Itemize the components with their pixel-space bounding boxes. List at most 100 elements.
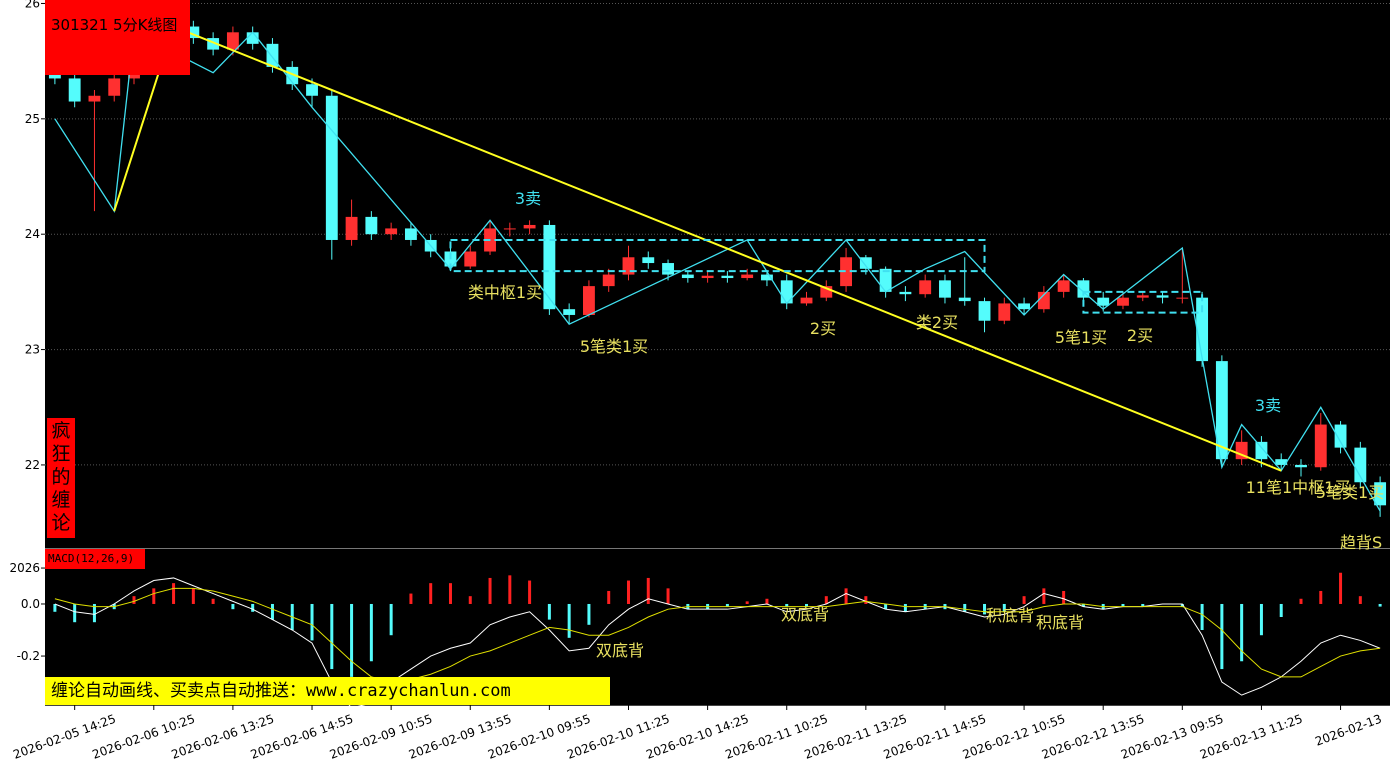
signal-label: 积底背 [1036,613,1084,632]
macd-bar [745,601,749,604]
signal-label: 类中枢1买 [468,283,542,302]
macd-bar [824,596,828,604]
macd-bar [251,603,255,612]
candle-body [1235,441,1248,460]
candle-body [1255,441,1268,460]
macd-bar [903,603,907,612]
macd-bar [587,603,591,625]
candle-body [998,303,1011,321]
candle-body [345,216,358,240]
candle-body [187,26,200,39]
candle-body [1295,464,1307,468]
macd-bar [231,603,235,610]
signal-label: 类2买 [916,313,958,332]
signal-label: 5笔类1买 [580,337,648,356]
y-tick-label: 0.0 [21,597,40,611]
candle-body [365,216,378,235]
candle-body [1077,280,1090,298]
candle-body [68,78,81,102]
macd-bar [785,603,789,607]
macd-bar [488,577,492,604]
candle-body [939,280,951,298]
candle-body [266,43,279,67]
candle-body [780,280,793,304]
macd-bar [310,603,314,641]
candle-body [642,257,655,264]
candle-body [1156,295,1169,298]
candle-body [899,291,912,295]
y-tick-label: 24 [25,227,40,241]
signal-label: 3卖 [515,189,541,208]
candle-body [1275,459,1288,465]
candle-body [662,263,674,275]
candle-body [1215,361,1228,460]
macd-bar [468,596,472,604]
signal-label: 2买 [1127,326,1153,345]
y-tick-label: 2026 [9,561,40,575]
macd-bar [508,575,512,604]
macd-bar [626,580,630,604]
candle-body [602,274,615,287]
candle-body [1097,297,1110,306]
macd-bar [1062,590,1066,604]
macd-bar [884,603,888,610]
candle-body [879,268,892,292]
candle-body [325,95,338,240]
signal-label: 双底背 [781,605,829,624]
signal-label: 双底背 [596,641,644,660]
macd-bar [607,590,611,604]
macd-bar [270,603,274,620]
macd-bar [1378,603,1382,607]
candle-body [741,274,754,279]
macd-bar [1022,596,1026,604]
macd-bar [211,598,215,604]
candle-body [820,286,833,298]
candle-body [563,309,576,315]
candle-body [978,301,991,321]
candle-body [1037,291,1050,310]
banner: 缠论自动画线、买卖点自动推送：www.crazychanlun.com [45,677,610,705]
macd-bar [1121,603,1125,607]
macd-bar [963,603,967,612]
macd-bar [646,577,650,604]
candle-body [385,228,398,235]
macd-bar [1141,603,1145,607]
macd-bar [132,596,136,604]
macd-bar [1279,603,1283,617]
candle-body [761,274,773,281]
macd-bar [1319,590,1323,604]
candle-body [859,257,872,269]
candle-body [1117,297,1129,306]
macd-bar [448,583,452,604]
signal-label: 积底背 [986,606,1034,625]
macd-bar [864,596,868,604]
candle-body [1176,297,1189,299]
macd-bar [1002,603,1006,612]
candle-body [701,275,714,279]
candle-body [404,228,417,240]
macd-bar [53,603,57,612]
candle-body [721,275,734,279]
candle-body [246,32,259,44]
candle-body [523,224,536,229]
side-label: 疯狂的缠论 [47,418,75,538]
macd-bar [330,603,334,670]
signal-label: 3卖 [1255,396,1281,415]
candle-body [108,78,121,96]
signal-label: 5笔类1买 [1316,483,1384,502]
y-tick-label: -0.2 [17,649,40,663]
macd-bar [547,603,551,620]
y-tick-label: 23 [25,343,40,357]
macd-bar [567,603,571,638]
macd-bar [191,588,195,604]
candle-body [1354,447,1367,483]
macd-bar [1220,603,1224,670]
macd-bar [983,603,987,615]
y-tick-label: 22 [25,458,40,472]
candle-body [1057,280,1070,292]
candle-body [207,38,220,50]
macd-bar [844,588,848,604]
candle-body [48,72,61,79]
